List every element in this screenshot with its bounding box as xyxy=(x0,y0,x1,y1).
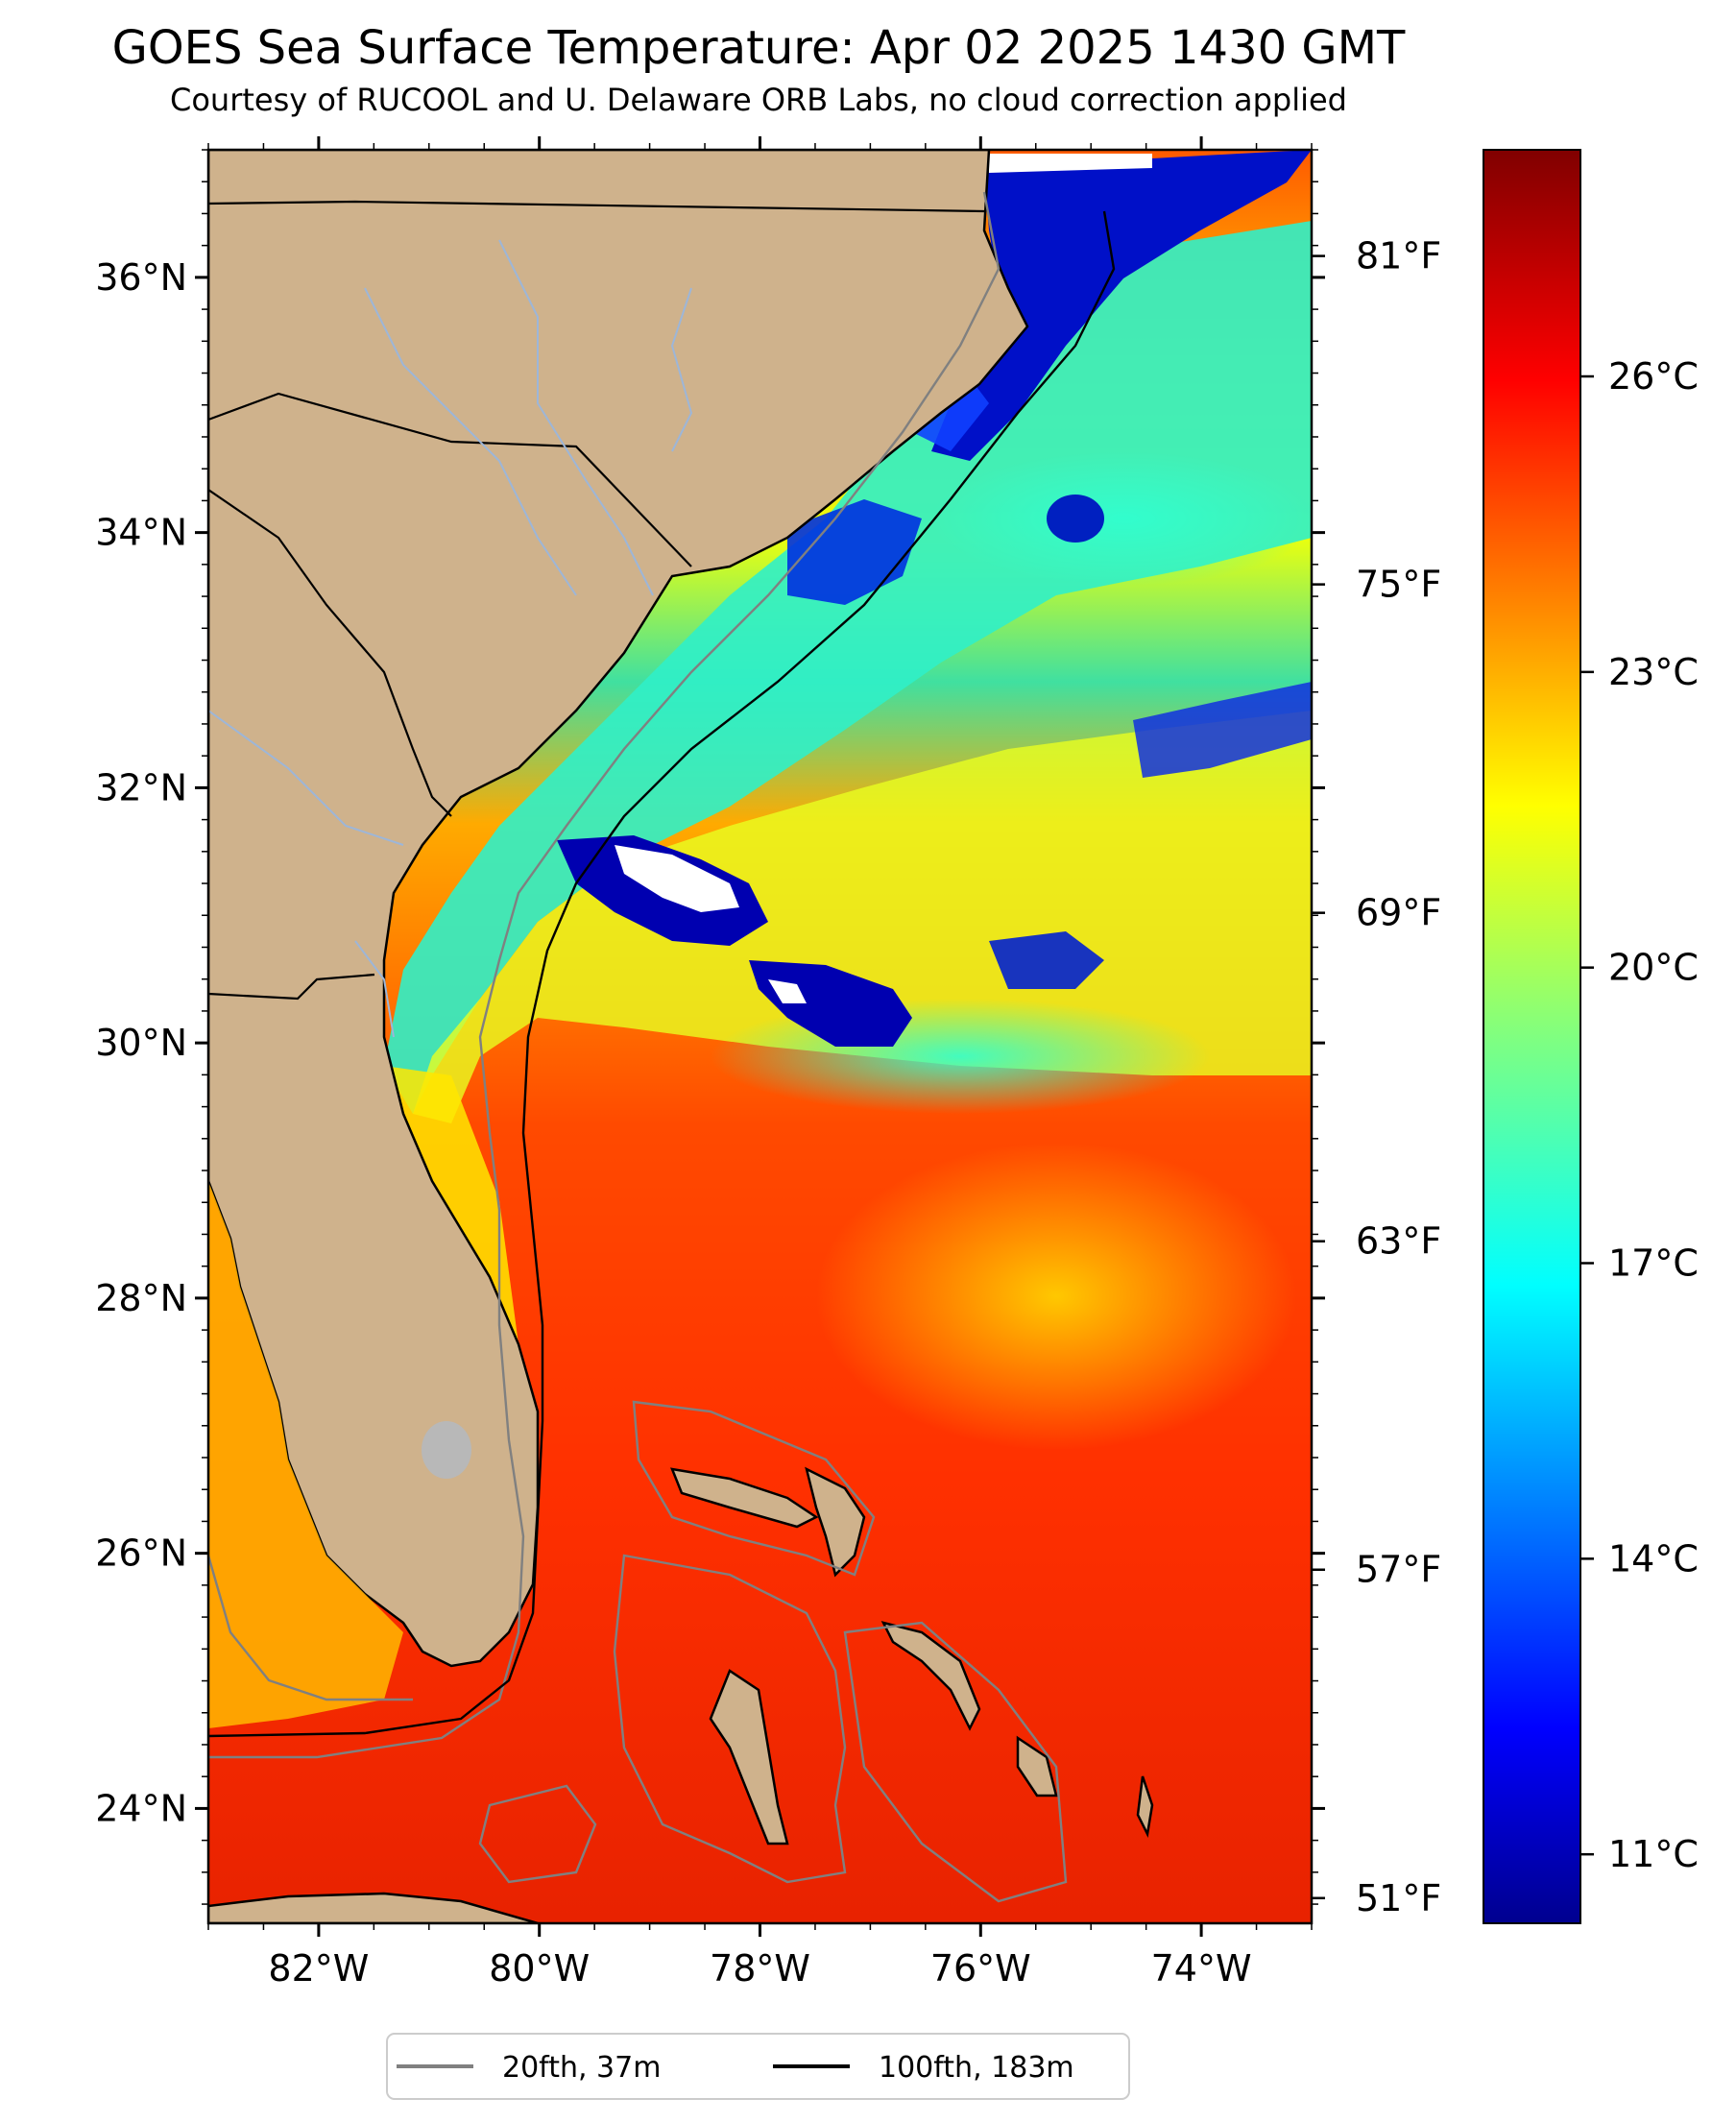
lon-tick-label: 76°W xyxy=(930,1947,1031,1990)
cold-patch-31n-east xyxy=(989,931,1104,989)
fahrenheit-tick-label: 81°F xyxy=(1356,235,1441,277)
cloud-mask-north xyxy=(989,154,1152,173)
legend: 20fth, 37m 100fth, 183m xyxy=(386,2033,1130,2100)
map-panel xyxy=(208,150,1312,1923)
warm-swirl xyxy=(816,1143,1296,1450)
fahrenheit-tick-label: 75°F xyxy=(1356,564,1441,606)
cold-band-32n xyxy=(1133,682,1312,778)
rivers xyxy=(208,239,693,1038)
land-eleuthera xyxy=(880,1621,981,1731)
celsius-tick-label: 26°C xyxy=(1608,355,1699,398)
celsius-tick-label: 23°C xyxy=(1608,651,1699,693)
lat-tick-label: 24°N xyxy=(95,1787,187,1829)
lake-okeechobee xyxy=(422,1421,471,1479)
cool-eddy xyxy=(931,451,1312,586)
gulf-shelf xyxy=(208,1181,403,1728)
legend-box xyxy=(386,2033,1130,2100)
celsius-tick-label: 17°C xyxy=(1608,1242,1699,1285)
cold-water-north xyxy=(931,150,1312,461)
map-subtitle: Courtesy of RUCOOL and U. Delaware ORB L… xyxy=(170,82,1347,118)
cloud-mask-31n xyxy=(615,845,739,912)
celsius-tick-label: 14°C xyxy=(1608,1537,1699,1580)
land-cat-island xyxy=(1136,1775,1154,1838)
latitude-axis: 24°N 26°N 28°N 30°N 32°N 34°N 36°N xyxy=(95,149,1325,1905)
cold-filament-33n xyxy=(787,499,922,605)
fahrenheit-tick-label: 69°F xyxy=(1356,892,1441,934)
fahrenheit-tick-label: 63°F xyxy=(1356,1220,1441,1263)
land-abaco xyxy=(805,1466,866,1578)
fahrenheit-tick-label: 57°F xyxy=(1356,1549,1441,1591)
lon-tick-label: 78°W xyxy=(710,1947,810,1990)
bathymetry-20fth xyxy=(208,191,1068,1903)
celsius-tick-label: 11°C xyxy=(1608,1833,1699,1875)
celsius-axis: 11°C 14°C 17°C 20°C 23°C 26°C xyxy=(1580,355,1699,1875)
cold-patch xyxy=(1047,495,1104,543)
shelf-water-cool xyxy=(384,221,1312,1114)
legend-label-20fth: 20fth, 37m xyxy=(502,2051,661,2085)
lon-tick-label: 82°W xyxy=(268,1947,369,1990)
legend-label-100fth: 100fth, 183m xyxy=(879,2051,1074,2085)
lat-tick-label: 32°N xyxy=(95,766,187,808)
cold-patch-30n xyxy=(749,960,912,1047)
lat-tick-label: 30°N xyxy=(95,1022,187,1064)
state-borders xyxy=(208,200,985,1001)
land-andros xyxy=(709,1669,789,1846)
celsius-tick-label: 20°C xyxy=(1608,947,1699,989)
lat-tick-label: 36°N xyxy=(95,256,187,299)
lat-tick-label: 34°N xyxy=(95,512,187,554)
land-cuba xyxy=(208,1892,539,1923)
lat-tick-label: 28°N xyxy=(95,1277,187,1319)
lon-tick-label: 80°W xyxy=(489,1947,590,1990)
map-title: GOES Sea Surface Temperature: Apr 02 202… xyxy=(111,21,1406,75)
fahrenheit-tick-label: 51°F xyxy=(1356,1877,1441,1919)
land-exuma xyxy=(1016,1735,1058,1797)
cloud-mask-30n xyxy=(768,979,807,1003)
bathymetry-100fth xyxy=(208,210,1116,1738)
land-grand-bahama xyxy=(670,1467,819,1529)
bahamas xyxy=(670,1466,1154,1846)
fahrenheit-axis: 51°F 57°F 63°F 69°F 75°F 81°F xyxy=(1312,235,1441,1919)
longitude-axis: 82°W 80°W 78°W 76°W 74°W xyxy=(207,136,1313,1990)
lon-tick-label: 74°W xyxy=(1151,1947,1252,1990)
lat-tick-label: 26°N xyxy=(95,1532,187,1575)
colorbar xyxy=(1483,149,1581,1924)
